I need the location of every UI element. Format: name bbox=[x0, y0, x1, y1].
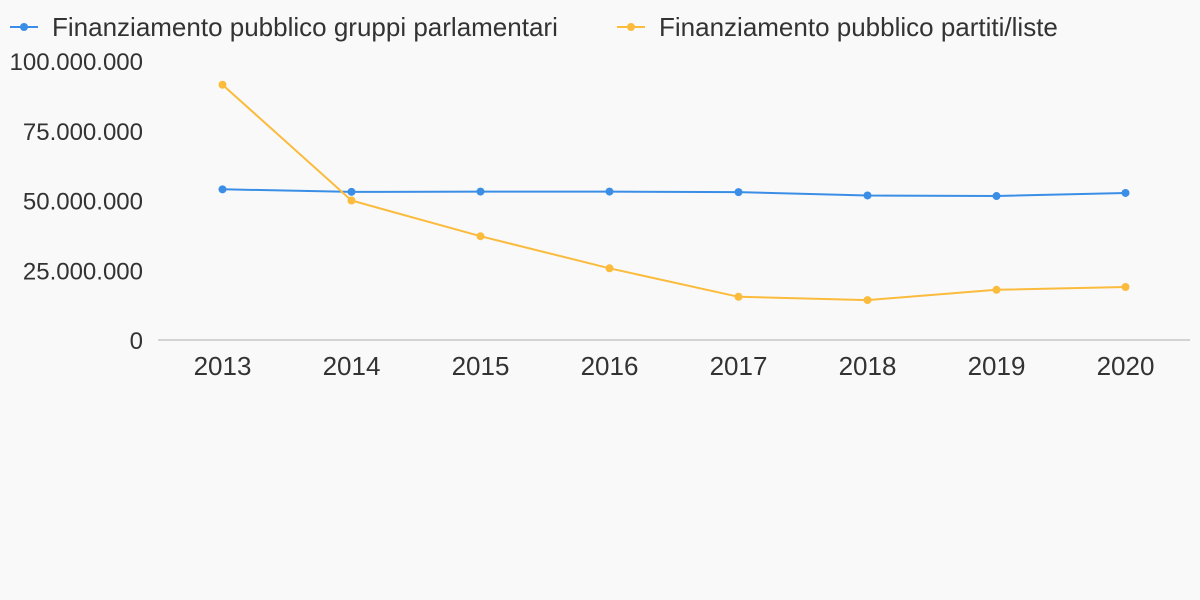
x-tick-label: 2020 bbox=[1097, 351, 1155, 381]
y-tick-label: 0 bbox=[130, 328, 143, 355]
data-point-series-0-2018[interactable] bbox=[863, 191, 872, 200]
legend-item-series-1[interactable]: Finanziamento pubblico partiti/liste bbox=[617, 12, 1058, 42]
series-layer bbox=[218, 80, 1130, 305]
data-point-series-1-2019[interactable] bbox=[992, 285, 1001, 294]
y-tick-label: 75.000.000 bbox=[23, 119, 143, 146]
legend-marker-series-0 bbox=[20, 23, 28, 31]
data-point-series-0-2013[interactable] bbox=[218, 185, 227, 194]
legend-label-series-1: Finanziamento pubblico partiti/liste bbox=[659, 12, 1058, 42]
x-axis-ticks: 2013 2014 2015 2016 2017 2018 2019 2020 bbox=[194, 351, 1155, 381]
data-point-series-1-2020[interactable] bbox=[1121, 282, 1130, 291]
x-tick-label: 2015 bbox=[452, 351, 510, 381]
legend-marker-series-1 bbox=[627, 23, 635, 31]
data-point-series-0-2020[interactable] bbox=[1121, 188, 1130, 197]
x-tick-label: 2018 bbox=[839, 351, 897, 381]
data-point-series-1-2016[interactable] bbox=[605, 264, 614, 273]
legend-label-series-0: Finanziamento pubblico gruppi parlamenta… bbox=[52, 12, 558, 42]
x-tick-label: 2016 bbox=[581, 351, 639, 381]
series-0 bbox=[218, 185, 1130, 201]
series-line-0 bbox=[222, 188, 1126, 198]
series-line-1 bbox=[221, 83, 1126, 302]
data-point-series-0-2017[interactable] bbox=[734, 188, 743, 197]
x-tick-label: 2013 bbox=[194, 351, 252, 381]
x-tick-label: 2014 bbox=[323, 351, 381, 381]
data-point-series-1-2017[interactable] bbox=[734, 292, 743, 301]
data-point-series-1-2014[interactable] bbox=[347, 196, 356, 205]
y-tick-label: 25.000.000 bbox=[23, 258, 143, 285]
data-point-series-0-2015[interactable] bbox=[476, 187, 485, 196]
x-tick-label: 2019 bbox=[968, 351, 1026, 381]
data-point-series-0-2014[interactable] bbox=[347, 187, 356, 196]
data-point-series-0-2019[interactable] bbox=[992, 192, 1001, 201]
data-point-series-1-2013[interactable] bbox=[218, 80, 227, 89]
y-tick-label: 100.000.000 bbox=[10, 49, 143, 76]
data-point-series-1-2018[interactable] bbox=[863, 296, 872, 305]
y-axis-ticks: 0 25.000.000 50.000.000 75.000.000 100.000.0… bbox=[10, 49, 143, 355]
legend: Finanziamento pubblico gruppi parlamenta… bbox=[10, 12, 1058, 42]
series-1 bbox=[218, 80, 1130, 305]
y-tick-label: 50.000.000 bbox=[23, 189, 143, 216]
legend-item-series-0[interactable]: Finanziamento pubblico gruppi parlamenta… bbox=[10, 12, 558, 42]
data-point-series-0-2016[interactable] bbox=[605, 187, 614, 196]
data-point-series-1-2015[interactable] bbox=[476, 232, 485, 241]
x-tick-label: 2017 bbox=[710, 351, 768, 381]
